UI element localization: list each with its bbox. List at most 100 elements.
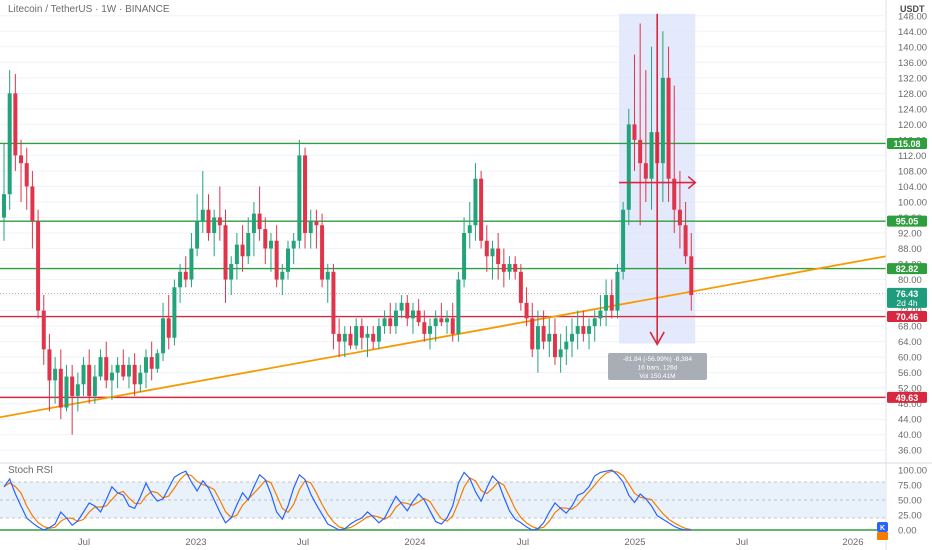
candle-body — [98, 357, 103, 377]
candle-body — [371, 333, 376, 342]
level-tag-text: 95.05 — [896, 217, 919, 227]
candle-body — [660, 77, 665, 164]
candle-body — [36, 221, 41, 311]
stoch-tick-label: 75.00 — [898, 481, 922, 492]
candle-body — [155, 353, 160, 369]
candle-body — [189, 248, 194, 280]
candle-body — [138, 372, 143, 385]
measure-arrow-right-head — [687, 175, 697, 190]
candle-body — [598, 310, 603, 319]
candle-body — [30, 186, 35, 222]
candle-body — [450, 318, 455, 334]
candle-body — [428, 326, 432, 334]
candle-body — [161, 318, 166, 354]
candle-body — [638, 139, 643, 164]
measure-box[interactable]: -81.84 (-56.99%) -8,384 16 bars, 126d Vo… — [608, 353, 707, 380]
candle-body — [467, 225, 472, 233]
candle-body — [621, 209, 626, 272]
price-tick-label: 148.00 — [898, 11, 927, 22]
level-tag-bg — [887, 391, 927, 403]
candle-body — [518, 271, 523, 303]
candle-body — [524, 302, 529, 319]
stoch-tick-label: 25.00 — [898, 511, 922, 522]
price-tick-label: 40.00 — [898, 430, 922, 441]
symbol-title[interactable]: Litecoin / TetherUS · 1W · BINANCE — [8, 4, 170, 15]
current-price-tag-text: 76.43 — [896, 289, 919, 299]
candle-body — [547, 333, 552, 342]
candle-body — [234, 244, 239, 265]
flag-icon — [877, 532, 888, 540]
k-badge[interactable]: K — [877, 522, 888, 540]
candle-body — [473, 178, 478, 226]
stoch-k-line — [3, 469, 692, 531]
candle-body — [513, 264, 518, 272]
candle-body — [291, 240, 296, 249]
candle-body — [104, 357, 109, 381]
candle-body — [280, 271, 285, 280]
candle-body — [530, 318, 535, 350]
candle-body — [41, 310, 46, 350]
price-tick-label: 60.00 — [898, 353, 922, 364]
level-tag-text: 49.63 — [896, 393, 919, 403]
candle-body — [144, 357, 148, 373]
price-tick-label: 132.00 — [898, 73, 927, 84]
price-tick-label: 80.00 — [898, 275, 922, 286]
candle-body — [626, 124, 631, 210]
candle-body — [251, 213, 256, 233]
grid — [0, 15, 886, 451]
candle-body — [677, 209, 682, 226]
candle-body — [354, 326, 359, 346]
candle-body — [649, 132, 654, 179]
candle-body — [24, 163, 29, 187]
candle-body — [331, 271, 336, 334]
current-price-tag-countdown: 2d 4h — [896, 298, 918, 308]
time-tick-label: 2026 — [842, 537, 863, 548]
candle-body — [297, 155, 302, 241]
orange-trendline[interactable] — [0, 255, 887, 419]
candle-body — [121, 364, 126, 377]
price-tick-label: 140.00 — [898, 42, 927, 53]
candle-body — [445, 318, 450, 323]
candle-body — [64, 376, 69, 408]
price-tick-label: 68.00 — [898, 322, 922, 333]
candle-body — [240, 244, 245, 257]
time-tick-label: 2024 — [404, 537, 425, 548]
candle-body — [217, 217, 222, 226]
candle-body — [541, 326, 546, 342]
candle-body — [496, 248, 501, 265]
k-badge-label: K — [880, 525, 885, 532]
price-tick-label: 128.00 — [898, 89, 927, 100]
candle-body — [575, 326, 580, 334]
candle-body — [58, 368, 63, 408]
stoch-tick-label: 50.00 — [898, 496, 922, 507]
stoch-axis: 100.00 75.00 50.00 25.00 0.00 — [898, 466, 927, 537]
price-tick-label: 56.00 — [898, 368, 922, 379]
candle-body — [70, 376, 75, 396]
candle-body — [615, 271, 620, 311]
current-price-tag-bg — [887, 287, 927, 308]
measure-bars: 16 bars, 126d — [638, 365, 678, 372]
candle-body — [399, 302, 404, 311]
candle-body — [393, 310, 398, 327]
price-tick-label: 44.00 — [898, 415, 922, 426]
level-tag-bg — [887, 263, 927, 275]
price-tick-label: 88.00 — [898, 244, 922, 255]
candle-body — [342, 333, 347, 342]
candle-body — [604, 295, 609, 311]
candle-body — [274, 240, 279, 280]
candle-body — [115, 364, 120, 373]
candle-body — [359, 326, 364, 338]
horizontal-levels — [0, 142, 886, 399]
candle-body — [581, 326, 586, 334]
price-axis-bg — [886, 0, 932, 550]
candle-body — [382, 318, 387, 327]
candle-body — [410, 310, 415, 319]
candle-body — [246, 233, 251, 257]
candle-body — [587, 326, 592, 334]
k-badge-bg — [877, 522, 888, 532]
currency-label[interactable]: USDT — [900, 4, 925, 14]
candle-body — [535, 326, 540, 350]
candle-body — [632, 124, 637, 140]
